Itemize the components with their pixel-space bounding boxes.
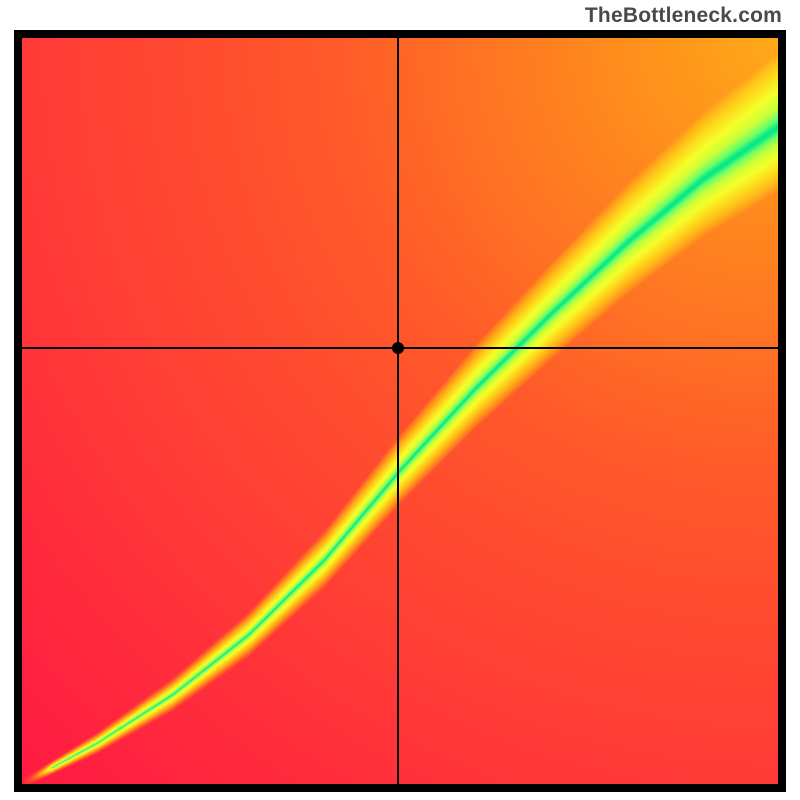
heatmap-canvas — [22, 38, 778, 784]
selection-marker — [392, 342, 404, 354]
plot-area — [22, 38, 778, 784]
chart-container: TheBottleneck.com — [0, 0, 800, 800]
plot-frame — [14, 30, 786, 792]
attribution-text: TheBottleneck.com — [585, 4, 782, 28]
crosshair-vertical — [397, 38, 399, 784]
